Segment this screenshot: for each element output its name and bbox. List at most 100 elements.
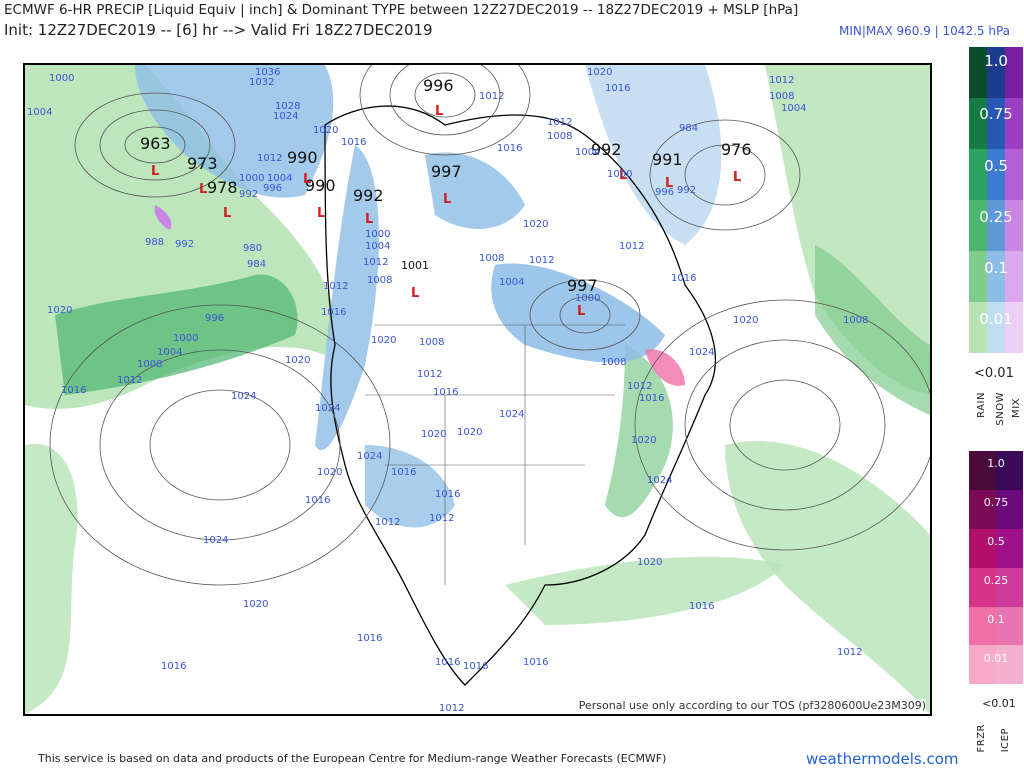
svg-text:1008: 1008 [367,275,392,286]
svg-text:1016: 1016 [463,661,488,672]
legend-label: 0.75 [983,496,1009,509]
svg-text:1020: 1020 [733,315,758,326]
svg-text:1008: 1008 [419,337,444,348]
svg-text:1004: 1004 [27,107,52,118]
svg-text:1008: 1008 [601,357,626,368]
svg-text:1016: 1016 [357,633,382,644]
svg-text:1004: 1004 [157,347,182,358]
svg-text:1012: 1012 [439,703,464,714]
svg-text:1024: 1024 [231,391,256,402]
pressure-center: 992 [591,140,622,159]
svg-text:1024: 1024 [499,409,524,420]
svg-text:1020: 1020 [631,435,656,446]
map-canvas: 963 973 978 990 990 992 996 997 997 992 … [25,65,930,714]
svg-text:1000: 1000 [365,229,390,240]
svg-text:1012: 1012 [257,153,282,164]
svg-text:1016: 1016 [305,495,330,506]
ice-type-legend: 1.0 0.75 0.5 0.25 0.1 0.01 [969,451,1023,684]
svg-text:1000: 1000 [575,293,600,304]
legend-row-0.5 [969,149,1023,200]
legend-col-icep: ICEP [1000,728,1011,753]
svg-text:1008: 1008 [843,315,868,326]
svg-text:1012: 1012 [547,117,572,128]
svg-text:1012: 1012 [363,257,388,268]
svg-text:1004: 1004 [575,147,600,158]
svg-text:1016: 1016 [435,657,460,668]
svg-text:988: 988 [145,237,164,248]
svg-text:1020: 1020 [523,219,548,230]
legend-label: 0.5 [987,535,1005,548]
svg-text:1020: 1020 [285,355,310,366]
legend-label: 0.01 [979,310,1013,328]
tos-watermark: Personal use only according to our TOS (… [578,699,926,712]
svg-text:1004: 1004 [267,173,292,184]
svg-text:1016: 1016 [639,393,664,404]
pressure-center: 992 [353,186,384,205]
svg-text:1012: 1012 [479,91,504,102]
pressure-center: 990 [305,176,336,195]
svg-text:1012: 1012 [627,381,652,392]
svg-text:L: L [223,206,231,221]
legend-col-rain: RAIN [976,392,987,418]
legend-row-0.01 [969,302,1023,353]
svg-text:1036: 1036 [255,67,280,78]
svg-text:1012: 1012 [837,647,862,658]
svg-text:1008: 1008 [547,131,572,142]
legend-label: 0.01 [983,652,1009,665]
svg-text:L: L [443,192,451,207]
svg-text:1016: 1016 [689,601,714,612]
svg-text:1016: 1016 [433,387,458,398]
legend-row-0.25 [969,200,1023,251]
svg-text:1012: 1012 [417,369,442,380]
svg-text:1016: 1016 [605,83,630,94]
svg-text:1016: 1016 [61,385,86,396]
svg-text:1020: 1020 [421,429,446,440]
svg-text:1008: 1008 [479,253,504,264]
site-link[interactable]: weathermodels.com [806,750,959,768]
svg-text:L: L [411,286,419,301]
svg-text:L: L [665,176,673,191]
svg-text:1020: 1020 [371,335,396,346]
svg-text:1012: 1012 [117,375,142,386]
svg-text:1000: 1000 [49,73,74,84]
svg-text:1016: 1016 [391,467,416,478]
svg-text:1024: 1024 [273,111,298,122]
svg-text:L: L [317,206,325,221]
svg-text:L: L [733,170,741,185]
legend-label: 0.25 [983,574,1009,587]
pressure-center: 997 [431,162,462,181]
legend-below-label: <0.01 [982,697,1016,710]
weather-map[interactable]: 963 973 978 990 990 992 996 997 997 992 … [23,63,932,716]
pressure-center: 976 [721,140,752,159]
svg-text:992: 992 [175,239,194,250]
svg-text:1020: 1020 [317,467,342,478]
pressure-center: 996 [423,76,454,95]
svg-text:1020: 1020 [243,599,268,610]
svg-text:1000: 1000 [173,333,198,344]
svg-text:984: 984 [679,123,698,134]
legend-col-snow: SNOW [995,392,1006,426]
precip-type-legend: 1.0 0.75 0.5 0.25 0.1 0.01 [969,47,1023,353]
ecmwf-attribution: This service is based on data and produc… [38,752,667,765]
pressure-center: 978 [207,178,238,197]
svg-text:1016: 1016 [435,489,460,500]
svg-text:1016: 1016 [321,307,346,318]
svg-text:1032: 1032 [249,77,274,88]
legend-row-0.1 [969,251,1023,302]
svg-text:L: L [619,168,627,183]
pressure-center: 997 [567,276,598,295]
svg-text:1024: 1024 [647,475,672,486]
chart-title: ECMWF 6-HR PRECIP [Liquid Equiv | inch] … [4,2,799,18]
init-valid-time: Init: 12Z27DEC2019 -- [6] hr --> Valid F… [4,21,433,39]
svg-text:996: 996 [655,187,674,198]
legend-label: 0.5 [984,157,1008,175]
legend-col-frzr: FRZR [976,724,987,753]
svg-text:996: 996 [263,183,282,194]
svg-text:992: 992 [239,189,258,200]
pressure-center: 973 [187,154,218,173]
svg-text:1020: 1020 [47,305,72,316]
svg-text:1016: 1016 [341,137,366,148]
svg-text:1012: 1012 [323,281,348,292]
svg-text:1012: 1012 [769,75,794,86]
svg-text:L: L [151,164,159,179]
